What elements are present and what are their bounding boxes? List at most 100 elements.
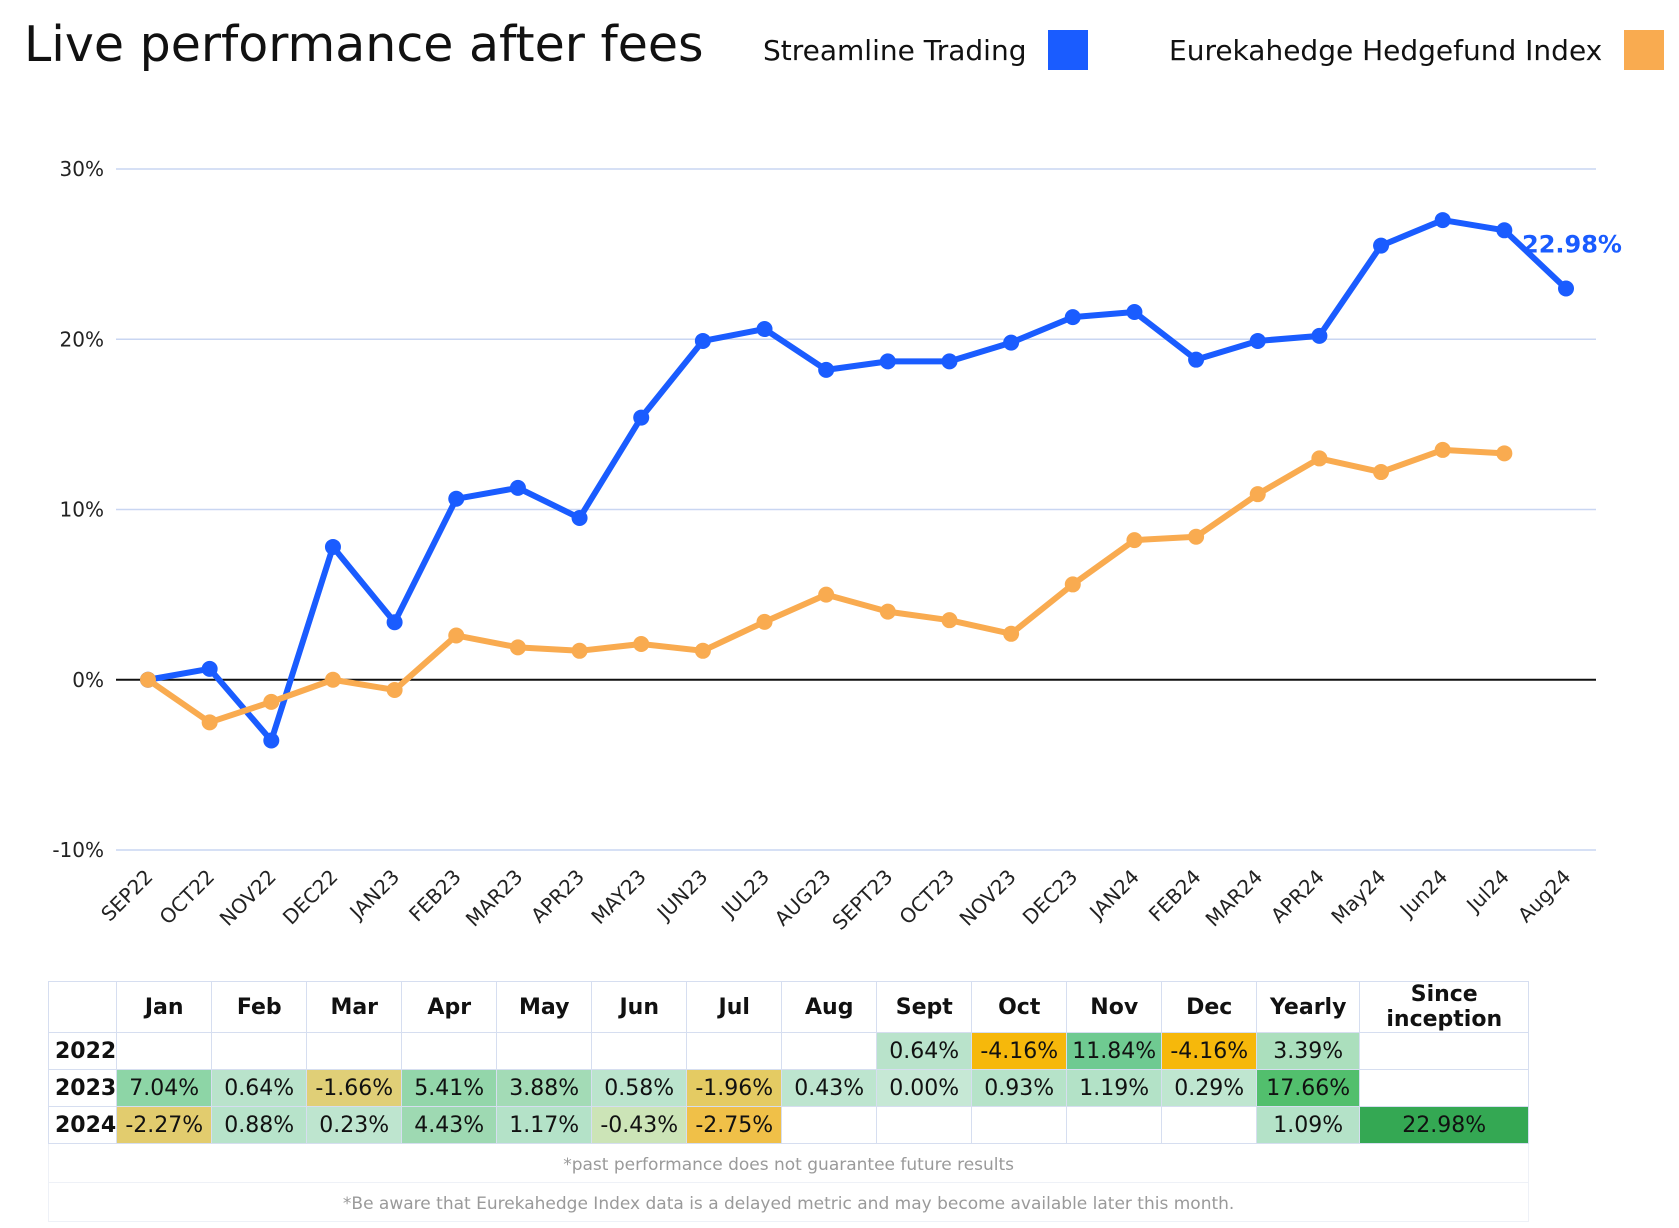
x-tick-label: NOV22 xyxy=(215,865,281,931)
x-tick-label: MAR23 xyxy=(461,865,528,932)
table-cell xyxy=(211,1032,308,1070)
x-tick-label: NOV23 xyxy=(955,865,1021,931)
table-cell: 5.41% xyxy=(401,1069,498,1107)
table-cell: 1.19% xyxy=(1066,1069,1163,1107)
x-tick-label: Jun24 xyxy=(1394,865,1452,923)
table-cell: 0.64% xyxy=(211,1069,308,1107)
data-point-eurekahedge xyxy=(324,671,341,688)
note-row: *Be aware that Eurekahedge Index data is… xyxy=(47,1182,1530,1222)
data-point-streamline xyxy=(324,538,341,555)
data-point-streamline xyxy=(694,332,711,349)
table-cell xyxy=(971,1106,1068,1144)
data-point-eurekahedge xyxy=(694,642,711,659)
data-point-eurekahedge xyxy=(448,627,465,644)
data-point-streamline xyxy=(1434,212,1451,229)
table-cell: 1.09% xyxy=(1256,1106,1361,1144)
data-point-eurekahedge xyxy=(386,681,403,698)
column-header: Since inception xyxy=(1359,981,1530,1033)
data-point-eurekahedge xyxy=(633,635,650,652)
table-cell: 0.43% xyxy=(781,1069,878,1107)
data-point-eurekahedge xyxy=(756,613,773,630)
table-cell: 1.17% xyxy=(496,1106,593,1144)
x-tick-label: Aug24 xyxy=(1513,865,1576,928)
data-point-eurekahedge xyxy=(1064,576,1081,593)
data-point-eurekahedge xyxy=(1003,625,1020,642)
x-tick-label: AUG23 xyxy=(770,865,836,931)
column-header: May xyxy=(496,981,593,1033)
data-point-eurekahedge xyxy=(263,693,280,710)
table-cell xyxy=(306,1032,403,1070)
table-cell: 22.98% xyxy=(1359,1106,1530,1144)
table-cell: -0.43% xyxy=(591,1106,688,1144)
data-point-eurekahedge xyxy=(1249,486,1266,503)
table-cell: 17.66% xyxy=(1256,1069,1361,1107)
table-row: 2024 -2.27% 0.88% 0.23% 4.43% 1.17% -0.43% -2.7… xyxy=(47,1106,1530,1144)
table-cell: 0.58% xyxy=(591,1069,688,1107)
table-cell: -1.96% xyxy=(686,1069,783,1107)
data-point-streamline xyxy=(1496,222,1513,239)
column-header: Dec xyxy=(1161,981,1258,1033)
y-tick-label: 20% xyxy=(60,327,104,351)
data-point-streamline xyxy=(1064,309,1081,326)
table-row: 2023 7.04% 0.64% -1.66% 5.41% 3.88% 0.58% -1.96… xyxy=(47,1069,1530,1107)
table-cell: 11.84% xyxy=(1066,1032,1163,1070)
x-tick-label: SEPT23 xyxy=(827,865,897,935)
table-cell: 0.00% xyxy=(876,1069,973,1107)
table-cell xyxy=(1066,1106,1163,1144)
table-cell: -4.16% xyxy=(1161,1032,1258,1070)
data-point-eurekahedge xyxy=(1496,445,1513,462)
x-tick-label: OCT23 xyxy=(894,865,959,930)
table-cell: 3.39% xyxy=(1256,1032,1361,1070)
x-tick-label: JUN23 xyxy=(651,865,712,926)
legend-swatch-streamline xyxy=(1048,30,1089,70)
column-header: Apr xyxy=(401,981,498,1033)
table-cell xyxy=(1359,1032,1530,1070)
data-point-eurekahedge xyxy=(201,714,218,731)
column-header: Jun xyxy=(591,981,688,1033)
data-point-streamline xyxy=(571,510,588,527)
data-point-streamline xyxy=(448,490,465,507)
data-point-eurekahedge xyxy=(1373,464,1390,481)
data-point-eurekahedge xyxy=(140,671,156,688)
x-tick-label: APR23 xyxy=(526,865,589,928)
table-cell: 7.04% xyxy=(116,1069,213,1107)
x-tick-label: APR24 xyxy=(1266,865,1329,928)
x-tick-label: JAN24 xyxy=(1083,865,1144,926)
x-tick-label: DEC23 xyxy=(1018,865,1083,930)
y-tick-label: 30% xyxy=(60,157,104,181)
data-point-streamline xyxy=(1558,280,1574,297)
data-point-streamline xyxy=(633,409,650,426)
column-header: Yearly xyxy=(1256,981,1361,1033)
legend-item-streamline: Streamline Trading xyxy=(763,30,1089,70)
table-cell: 0.23% xyxy=(306,1106,403,1144)
x-tick-label: MAY23 xyxy=(586,865,650,929)
x-tick-label: MAR24 xyxy=(1201,865,1268,932)
table-row: 2022 0.64% -4.16% 11.84% -4.16% 3.39% xyxy=(47,1032,1530,1070)
table-cell xyxy=(876,1106,973,1144)
table-cell: -2.75% xyxy=(686,1106,783,1144)
data-point-eurekahedge xyxy=(509,639,526,656)
data-point-streamline xyxy=(1003,334,1020,351)
data-point-streamline xyxy=(509,479,526,496)
data-point-eurekahedge xyxy=(879,603,896,620)
column-header: Oct xyxy=(971,981,1068,1033)
data-point-eurekahedge xyxy=(941,612,958,629)
data-point-eurekahedge xyxy=(1188,528,1205,545)
column-header: Aug xyxy=(781,981,878,1033)
data-point-eurekahedge xyxy=(1434,441,1451,458)
table-cell xyxy=(591,1032,688,1070)
data-point-streamline xyxy=(263,732,280,749)
table-cell xyxy=(686,1032,783,1070)
row-year-label: 2024 xyxy=(47,1106,118,1144)
table-cell: 3.88% xyxy=(496,1069,593,1107)
x-tick-label: JAN23 xyxy=(344,865,405,926)
data-point-streamline xyxy=(879,353,896,370)
row-year-label: 2023 xyxy=(47,1069,118,1107)
legend-label-eurekahedge: Eurekahedge Hedgefund Index xyxy=(1169,33,1603,67)
note-row: *past performance does not guarantee fut… xyxy=(47,1143,1530,1183)
data-point-streamline xyxy=(941,353,958,370)
table-corner xyxy=(47,981,118,1033)
table-cell: -1.66% xyxy=(306,1069,403,1107)
table-cell xyxy=(1359,1069,1530,1107)
column-header: Nov xyxy=(1066,981,1163,1033)
